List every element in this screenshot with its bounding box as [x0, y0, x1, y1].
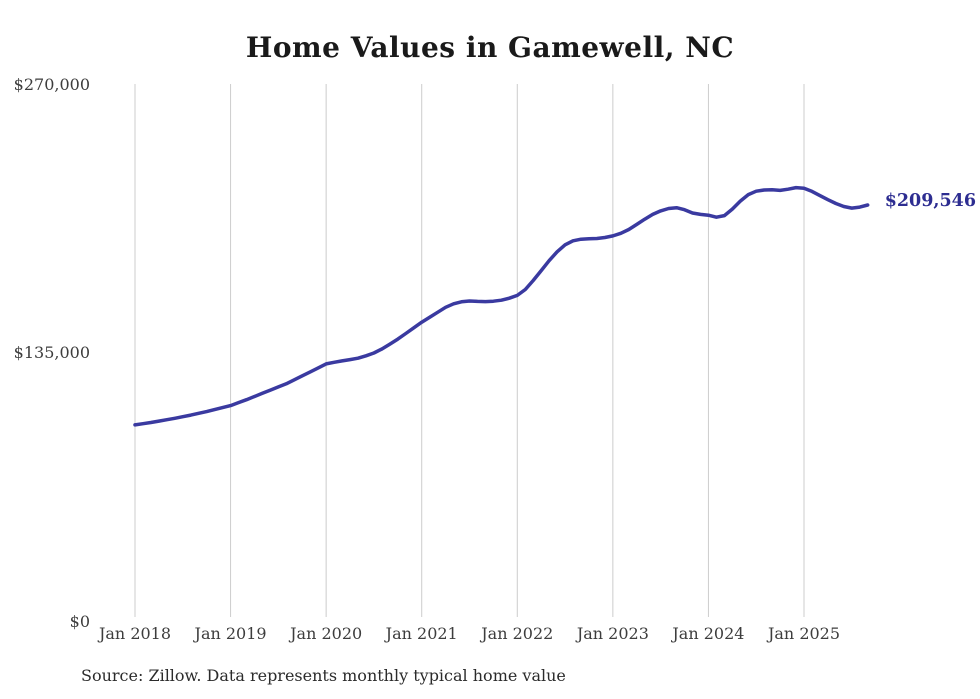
y-axis-tick-label: $270,000: [13, 75, 90, 94]
x-axis-tick-label: Jan 2018: [98, 624, 172, 643]
source-note: Source: Zillow. Data represents monthly …: [81, 666, 566, 685]
x-axis-tick-label: Jan 2024: [672, 624, 745, 643]
x-axis-tick-label: Jan 2019: [194, 624, 267, 643]
x-axis-tick-label: Jan 2020: [290, 624, 363, 643]
home-value-line: [133, 185, 870, 427]
y-axis-tick-label: $135,000: [13, 343, 90, 362]
y-axis-tick-label: $0: [69, 612, 90, 631]
x-axis-tick-label: Jan 2025: [767, 624, 841, 643]
x-axis-tick-label: Jan 2023: [576, 624, 649, 643]
x-axis-tick-label: Jan 2021: [385, 624, 458, 643]
latest-value-label: $209,546: [884, 191, 977, 211]
chart-title: Home Values in Gamewell, NC: [245, 31, 735, 64]
x-axis-tick-label: Jan 2022: [481, 624, 554, 643]
